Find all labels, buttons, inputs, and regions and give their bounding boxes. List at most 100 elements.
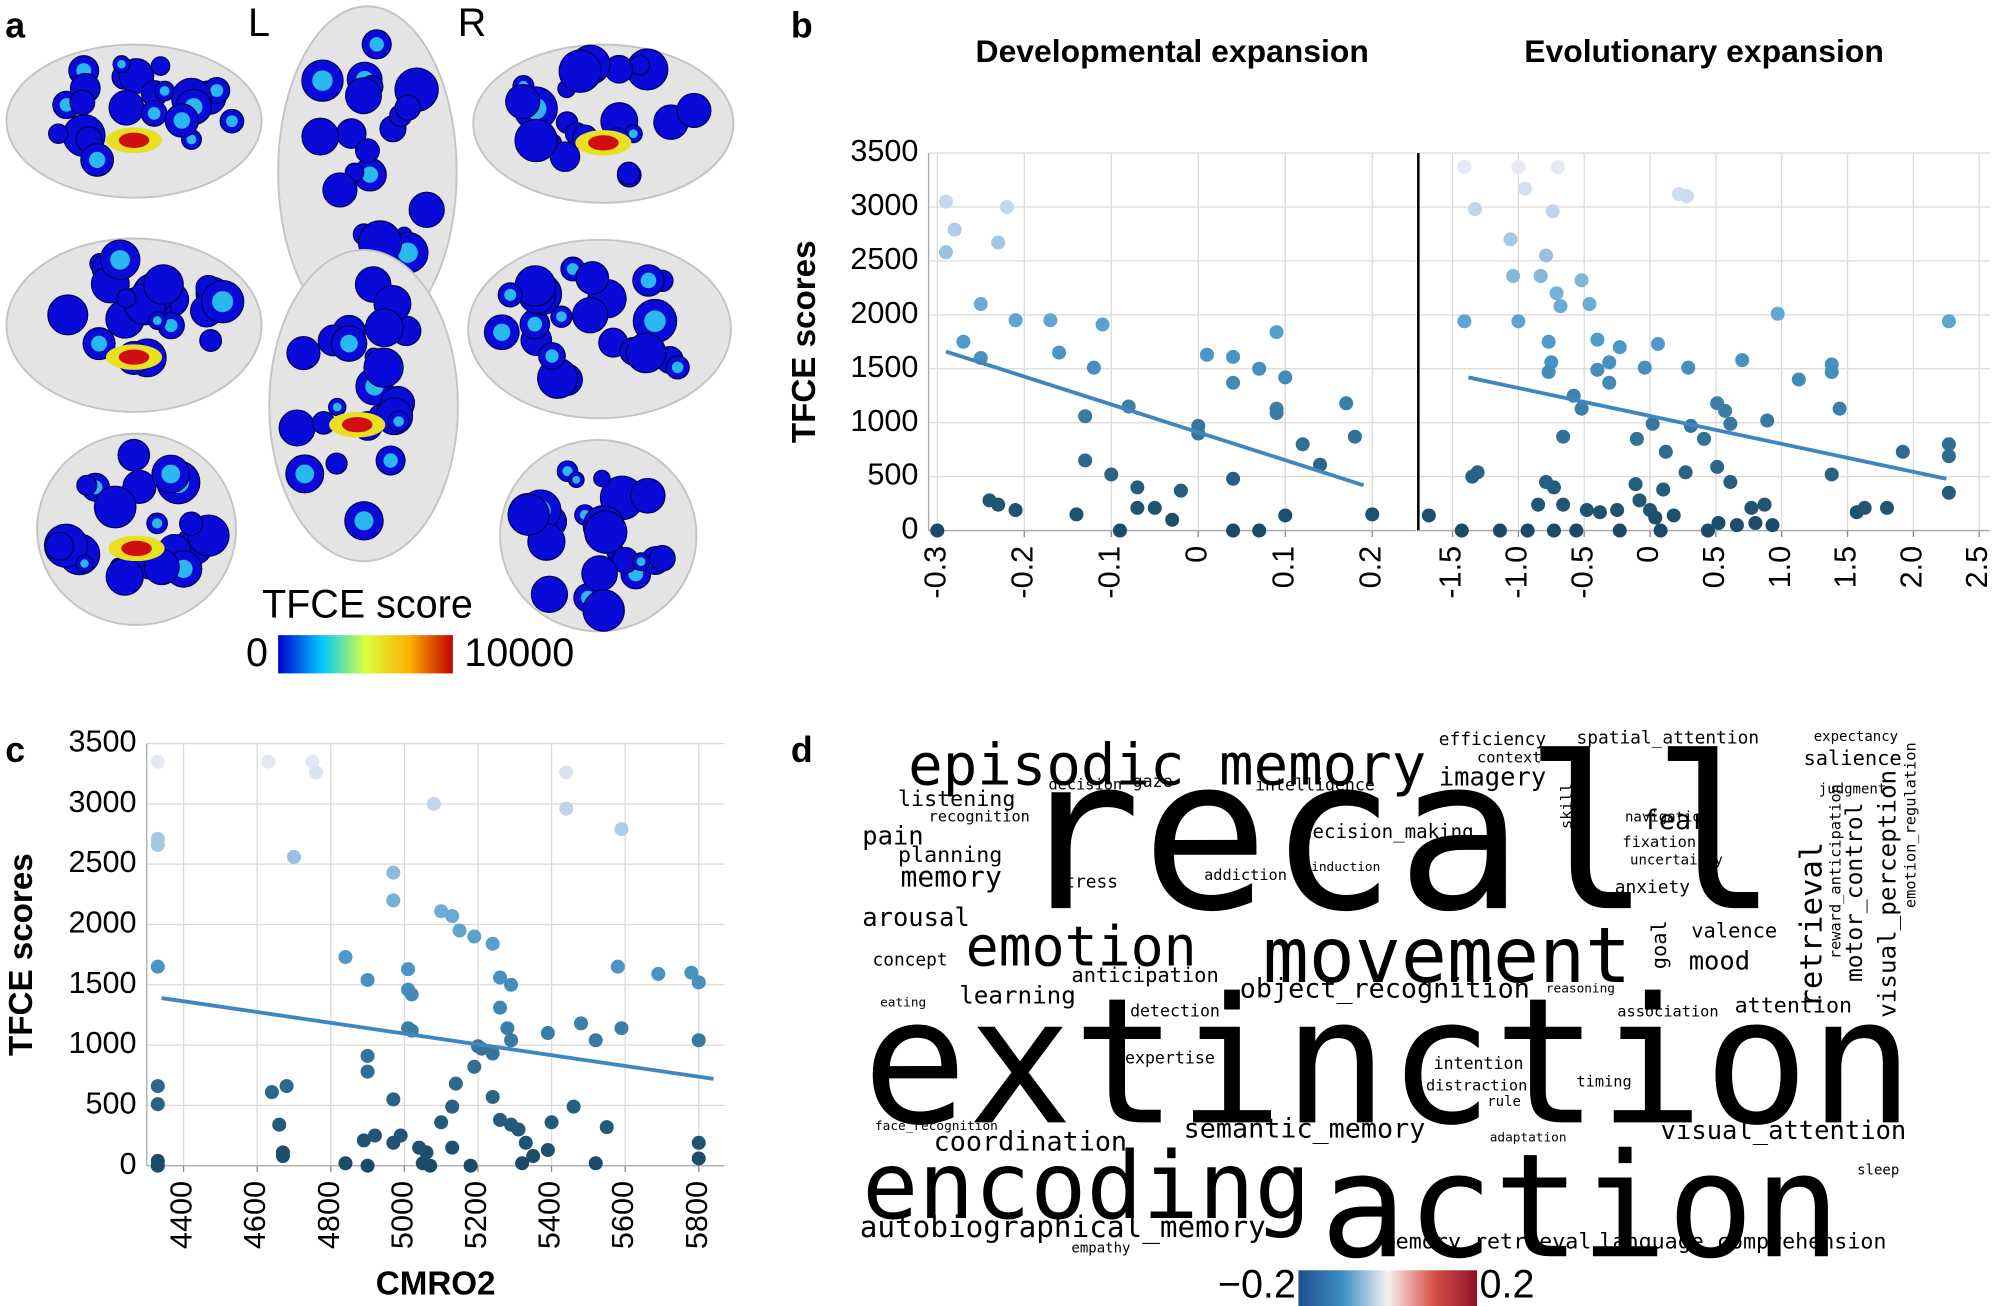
- word: pain: [862, 821, 923, 851]
- point: [275, 1149, 290, 1164]
- point: [445, 1099, 460, 1114]
- brain-blob: [363, 347, 404, 388]
- brain-blob: [636, 557, 646, 567]
- point: [272, 1117, 287, 1132]
- point: [1104, 467, 1119, 482]
- brain-blob: [118, 132, 150, 148]
- brain-blob: [527, 316, 543, 332]
- point: [1295, 437, 1310, 452]
- point: [1421, 508, 1436, 523]
- point: [1579, 503, 1594, 518]
- trend-line: [945, 349, 1365, 488]
- word: fixation: [1622, 833, 1696, 851]
- point: [386, 865, 401, 880]
- point: [1545, 204, 1560, 219]
- point: [1269, 325, 1284, 340]
- word: recall: [1014, 711, 1779, 958]
- point: [386, 893, 401, 908]
- y-tick-label: 2500: [68, 845, 136, 879]
- point: [1173, 483, 1188, 498]
- brain-blob: [644, 310, 666, 332]
- point: [485, 936, 500, 951]
- brain: [5, 237, 263, 413]
- brain-blob: [332, 402, 342, 412]
- point: [1610, 503, 1625, 518]
- word: stress: [1054, 872, 1118, 893]
- brain-blob: [312, 70, 333, 91]
- point: [150, 1158, 165, 1173]
- brain-blob: [278, 409, 316, 447]
- brain-blob: [394, 94, 422, 121]
- point: [691, 1033, 706, 1048]
- brain-blob: [93, 485, 137, 529]
- point: [360, 972, 375, 987]
- point: [1757, 497, 1772, 512]
- point: [504, 977, 519, 992]
- brain-blob: [397, 242, 418, 263]
- point: [1556, 429, 1571, 444]
- brain-blob: [671, 361, 684, 374]
- brain-blob: [210, 84, 224, 97]
- point: [1226, 523, 1241, 538]
- y-tick-label: 2000: [68, 906, 136, 940]
- point: [1569, 523, 1584, 538]
- point: [599, 1120, 614, 1135]
- panel-label: c: [5, 730, 25, 770]
- point: [540, 1026, 555, 1041]
- point: [691, 1135, 706, 1150]
- point: [1718, 403, 1733, 418]
- point: [1511, 314, 1526, 329]
- point: [1590, 332, 1605, 347]
- brain-blob: [616, 161, 641, 186]
- brain-blob: [161, 464, 181, 484]
- point: [1941, 485, 1956, 500]
- brain-blob: [676, 92, 712, 129]
- point: [467, 1059, 482, 1074]
- point: [511, 1122, 526, 1137]
- colorbar-tick-label: 10000: [464, 631, 574, 675]
- point: [947, 222, 962, 237]
- point: [691, 1151, 706, 1166]
- word: skill: [1557, 783, 1575, 829]
- brain-blob: [566, 263, 579, 275]
- x-axis-label: CMRO2: [376, 1265, 496, 1302]
- brain-blob: [545, 349, 559, 363]
- brain-blob: [514, 118, 558, 163]
- point: [1656, 482, 1671, 497]
- colorbar-tick-label: 0: [246, 631, 268, 675]
- point: [1269, 401, 1284, 416]
- brain-blob: [295, 464, 315, 484]
- point: [1252, 361, 1267, 376]
- point: [1645, 416, 1660, 431]
- point: [1824, 364, 1839, 380]
- y-tick-label: 3000: [68, 785, 136, 819]
- x-tick-label: 4800: [312, 1181, 346, 1249]
- y-tick-label: 500: [86, 1086, 137, 1120]
- point: [1069, 507, 1084, 522]
- y-tick-label: 3500: [850, 134, 918, 168]
- word: mood: [1689, 946, 1750, 976]
- x-tick-label: 4600: [238, 1181, 272, 1249]
- point: [566, 1099, 581, 1114]
- point: [1556, 497, 1571, 512]
- hemisphere-label: L: [248, 1, 270, 45]
- brain-blob: [572, 296, 609, 334]
- brain-blob: [640, 272, 657, 289]
- point: [573, 1016, 589, 1031]
- y-tick-label: 0: [120, 1147, 137, 1181]
- point: [1278, 370, 1293, 385]
- point: [1879, 500, 1895, 515]
- point: [1147, 500, 1162, 515]
- brain-blob: [45, 531, 75, 561]
- word: concept: [872, 949, 947, 970]
- brain: [467, 238, 732, 420]
- point: [1582, 297, 1597, 312]
- point: [493, 1112, 508, 1127]
- point: [973, 297, 988, 312]
- brain-blob: [507, 493, 550, 536]
- point: [150, 1079, 165, 1094]
- point: [1492, 523, 1507, 538]
- brain-blob: [121, 540, 152, 557]
- point: [1339, 396, 1354, 411]
